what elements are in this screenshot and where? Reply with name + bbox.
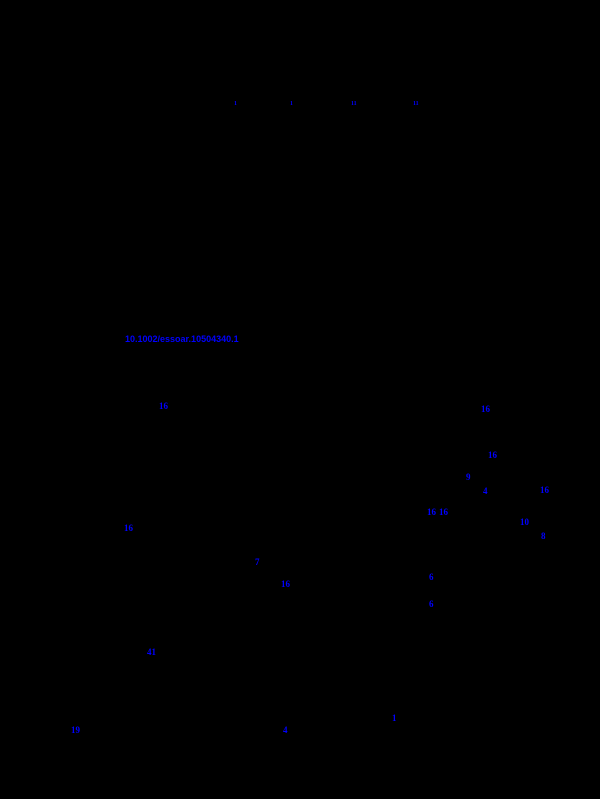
citation-link[interactable]: 4 [283, 725, 288, 735]
citation-link[interactable]: 10 [520, 517, 529, 527]
citation-link[interactable]: 1 [392, 713, 397, 723]
citation-link[interactable]: 16 [124, 523, 133, 533]
author-superscript-link[interactable]: 11 [351, 101, 357, 107]
citation-link[interactable]: 9 [466, 472, 471, 482]
citation-link[interactable]: 6 [429, 572, 434, 582]
citation-link[interactable]: 16 [540, 485, 549, 495]
author-superscript-link[interactable]: 11 [413, 101, 419, 107]
author-superscript-link[interactable]: 1 [290, 101, 293, 107]
citation-link[interactable]: 16 [481, 404, 490, 414]
doi-link[interactable]: 10.1002/essoar.10504340.1 [125, 334, 239, 344]
citation-link[interactable]: 4 [483, 486, 488, 496]
author-superscript-link[interactable]: 1 [234, 101, 237, 107]
citation-link[interactable]: 7 [255, 557, 260, 567]
citation-link[interactable]: 16 [439, 507, 448, 517]
citation-link[interactable]: 41 [147, 647, 156, 657]
citation-link[interactable]: 6 [429, 599, 434, 609]
citation-link[interactable]: 8 [541, 531, 546, 541]
citation-link[interactable]: 16 [427, 507, 436, 517]
citation-link[interactable]: 16 [159, 401, 168, 411]
citation-link[interactable]: 16 [488, 450, 497, 460]
citation-link[interactable]: 16 [281, 579, 290, 589]
citation-link[interactable]: 19 [71, 725, 80, 735]
